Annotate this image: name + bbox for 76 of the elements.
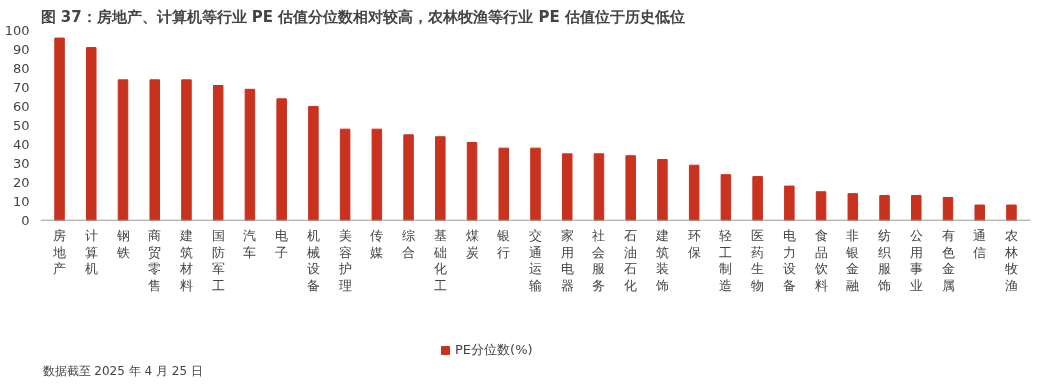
x-tick-label: 钢铁	[115, 228, 130, 260]
bar	[657, 159, 668, 221]
bar	[752, 176, 763, 221]
bar	[561, 153, 573, 221]
x-tick-label: 建筑材料	[178, 228, 193, 293]
x-tick-label: 传媒	[370, 228, 384, 260]
legend-label: PE分位数(%)	[455, 341, 533, 359]
bar	[212, 85, 224, 221]
bar	[1006, 204, 1017, 221]
bar	[339, 128, 351, 221]
x-tick-label: 汽车	[243, 228, 257, 260]
x-tick-label: 基础化工	[432, 228, 447, 293]
x-tick-label: 家用电器	[560, 228, 574, 293]
bar	[117, 79, 129, 221]
x-tick-label: 计算机	[84, 228, 98, 277]
x-tick-label: 纺织服饰	[877, 228, 892, 293]
bar	[815, 191, 827, 221]
bar	[308, 105, 319, 221]
x-tick-label: 电力设备	[782, 228, 796, 293]
y-tick-label: 50	[12, 117, 30, 133]
text: 数据截至 2025 年 4 月 25 日	[42, 363, 203, 378]
bar	[54, 37, 65, 221]
bar	[942, 196, 954, 221]
x-tick-label: 公用事业	[909, 228, 923, 293]
x-tick-label: 电子	[275, 228, 289, 260]
y-tick-label: 80	[12, 60, 30, 76]
y-tick-label: 30	[12, 155, 30, 171]
x-tick-label: 农林牧渔	[1003, 228, 1018, 293]
x-tick-label: 美容护理	[337, 228, 352, 293]
bar	[879, 195, 890, 221]
bar	[466, 141, 478, 221]
bar	[181, 79, 192, 221]
x-tick-label: 轻工制造	[719, 228, 733, 293]
bar	[498, 147, 510, 221]
bar	[435, 136, 446, 221]
x-tick-label: 国防军工	[211, 228, 225, 293]
x-tick-label: 商贸零售	[148, 228, 162, 293]
chart-title: 图 37：房地产、计算机等行业 PE 估值分位数相对较高，农林牧渔等行业 PE 估值位于历史低位	[40, 7, 685, 26]
y-tick-label: 0	[21, 212, 30, 228]
bar	[911, 195, 922, 221]
x-tick-label: 煤炭	[465, 228, 479, 260]
x-tick-label: 交通运输	[529, 228, 542, 293]
bar	[86, 47, 97, 221]
x-tick-label: 医药生物	[751, 228, 765, 293]
x-tick-label: 机械设备	[306, 228, 320, 293]
y-tick-label: 40	[12, 136, 30, 152]
y-tick-label: 70	[12, 79, 30, 95]
x-tick-label: 建筑装饰	[654, 228, 669, 293]
bar	[625, 155, 636, 221]
bar	[593, 153, 605, 221]
bar	[784, 185, 795, 221]
y-tick-label: 100	[4, 23, 30, 38]
bar	[720, 174, 732, 221]
x-tick-label: 银行	[496, 228, 511, 260]
bar	[276, 98, 287, 221]
bar	[371, 128, 383, 221]
x-tick-label: 房地产	[52, 228, 67, 277]
y-tick-label: 10	[12, 193, 30, 209]
x-tick-label: 有色金属	[941, 228, 955, 293]
x-tick-label: 通信	[973, 228, 987, 260]
x-tick-label: 非银金融	[845, 228, 860, 293]
bar	[244, 88, 256, 221]
bar	[847, 193, 859, 221]
bar	[403, 134, 414, 221]
x-tick-label: 综合	[402, 228, 416, 260]
x-tick-label: 社会服务	[592, 228, 606, 293]
y-tick-label: 60	[12, 98, 30, 114]
bar	[530, 147, 541, 221]
x-tick-label: 食品饮料	[813, 228, 828, 293]
x-tick-label: 石油石化	[624, 228, 638, 293]
bar	[688, 164, 700, 221]
y-tick-label: 90	[12, 41, 30, 57]
bar	[974, 204, 985, 221]
bar	[149, 79, 160, 221]
y-tick-label: 20	[12, 174, 30, 190]
x-tick-label: 环保	[687, 228, 701, 260]
